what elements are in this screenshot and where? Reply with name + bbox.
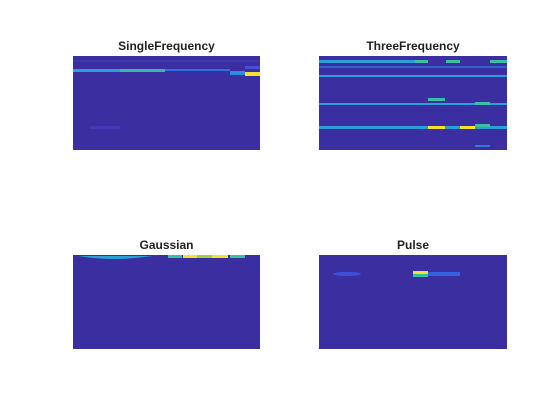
image-panel: [319, 255, 507, 349]
image-panel: [319, 56, 507, 150]
panel-title: SingleFrequency: [118, 39, 215, 53]
panel-title: Pulse: [397, 238, 429, 252]
image-panel: [73, 56, 260, 150]
panel-title: Gaussian: [139, 238, 193, 252]
image-panel: [73, 255, 260, 349]
panel-title: ThreeFrequency: [366, 39, 460, 53]
